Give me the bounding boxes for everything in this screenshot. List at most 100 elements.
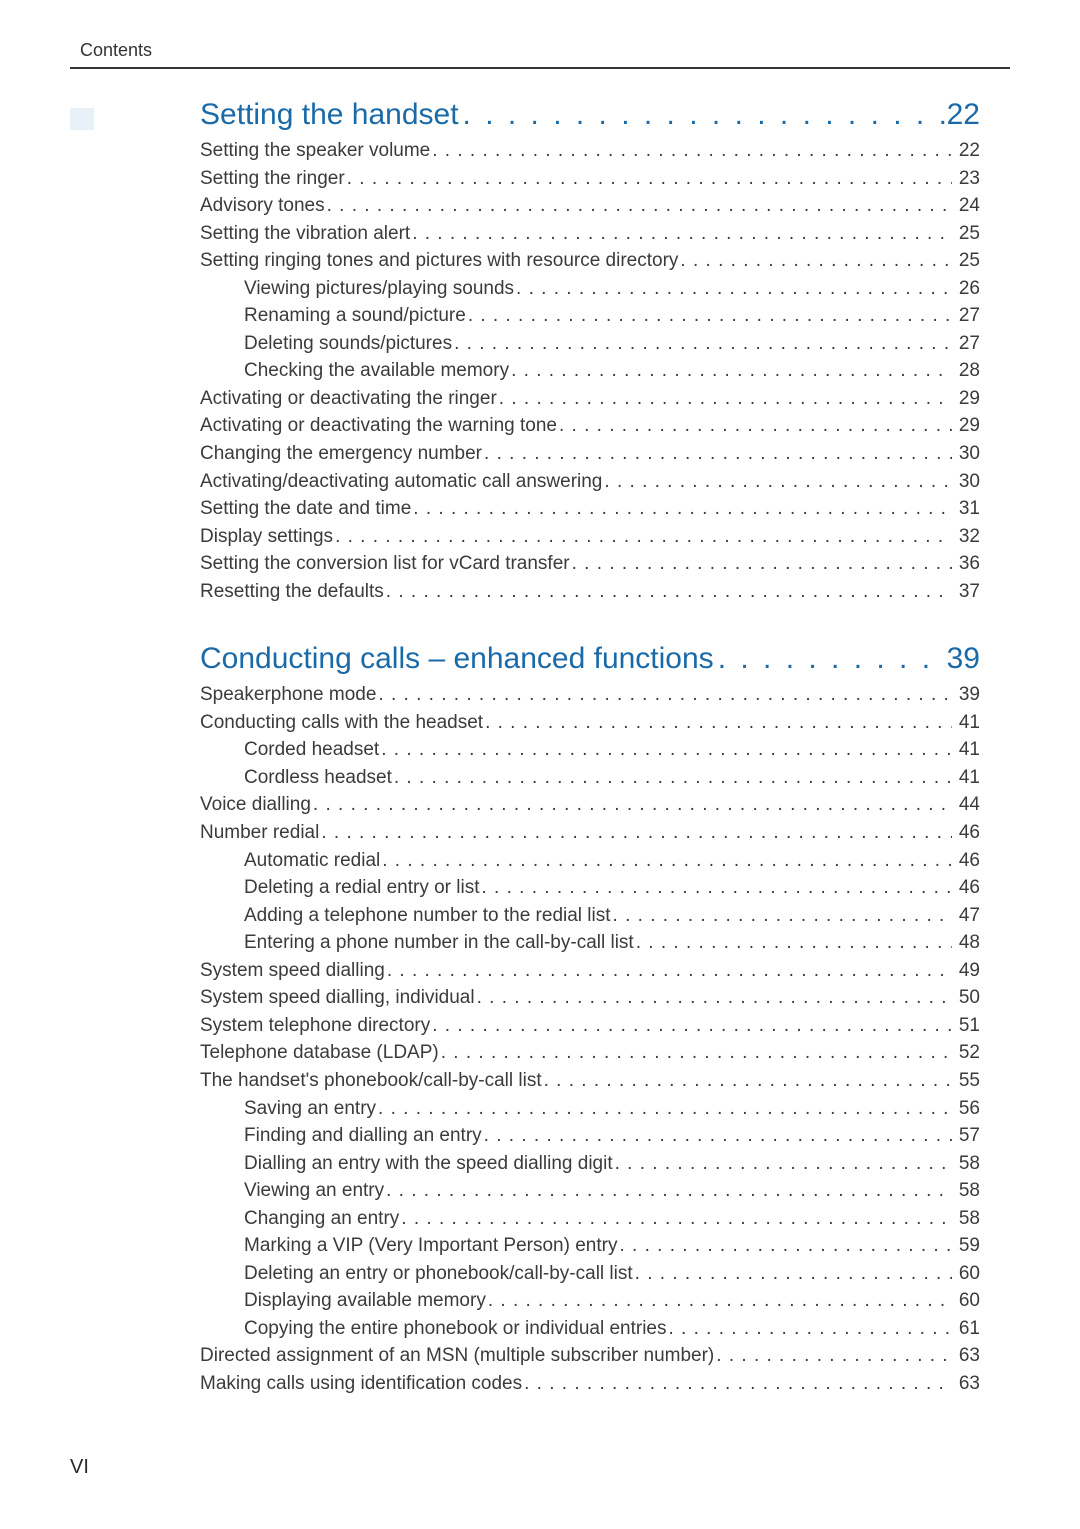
toc-line-page: 47	[952, 902, 980, 930]
toc-line-label: Activating or deactivating the ringer	[200, 385, 497, 413]
toc-line: Finding and dialling an entry . . . . . …	[200, 1122, 980, 1150]
toc-line-label: Marking a VIP (Very Important Person) en…	[244, 1232, 617, 1260]
toc-line-label: Telephone database (LDAP)	[200, 1039, 439, 1067]
toc-line: Adding a telephone number to the redial …	[200, 902, 980, 930]
toc-line-page: 41	[952, 736, 980, 764]
toc-line-label: Speakerphone mode	[200, 681, 376, 709]
toc-line: Cordless headset . . . . . . . . . . . .…	[200, 764, 980, 792]
toc-line-label: Directed assignment of an MSN (multiple …	[200, 1342, 714, 1370]
toc-line-page: 25	[952, 220, 980, 248]
toc-line-leader: . . . . . . . . . . . . . . . . . . . . …	[430, 1012, 952, 1040]
toc-line-leader: . . . . . . . . . . . . . . . . . . . . …	[514, 275, 952, 303]
toc-line-page: 39	[952, 681, 980, 709]
toc-block: Speakerphone mode . . . . . . . . . . . …	[200, 681, 980, 1397]
section-title-page: 22	[947, 97, 980, 133]
toc-line: Checking the available memory . . . . . …	[200, 357, 980, 385]
toc-line: Setting the vibration alert . . . . . . …	[200, 220, 980, 248]
toc-line-label: Changing an entry	[244, 1205, 399, 1233]
toc-line-label: Displaying available memory	[244, 1287, 486, 1315]
toc-line: Resetting the defaults . . . . . . . . .…	[200, 578, 980, 606]
toc-line-page: 32	[952, 523, 980, 551]
toc-line: The handset's phonebook/call-by-call lis…	[200, 1067, 980, 1095]
toc-line: Entering a phone number in the call-by-c…	[200, 929, 980, 957]
toc-line: Directed assignment of an MSN (multiple …	[200, 1342, 980, 1370]
toc-line: Activating or deactivating the ringer . …	[200, 385, 980, 413]
toc-line: Viewing pictures/playing sounds . . . . …	[200, 275, 980, 303]
toc-line-page: 58	[952, 1205, 980, 1233]
toc-line-page: 58	[952, 1177, 980, 1205]
toc-line-label: Cordless headset	[244, 764, 392, 792]
toc-line-label: Making calls using identification codes	[200, 1370, 522, 1398]
toc-line: Conducting calls with the headset . . . …	[200, 709, 980, 737]
toc-line: Deleting sounds/pictures . . . . . . . .…	[200, 330, 980, 358]
toc-line-leader: . . . . . . . . . . . . . . . . . . . . …	[509, 357, 952, 385]
toc-line-page: 25	[952, 247, 980, 275]
toc-line-label: Changing the emergency number	[200, 440, 482, 468]
toc-line-label: Entering a phone number in the call-by-c…	[244, 929, 634, 957]
toc-line-leader: . . . . . . . . . . . . . . . . . . . . …	[602, 468, 952, 496]
toc-line: Setting the date and time . . . . . . . …	[200, 495, 980, 523]
section-title-page: 39	[947, 641, 980, 677]
toc-line: Setting ringing tones and pictures with …	[200, 247, 980, 275]
toc-line-page: 60	[952, 1287, 980, 1315]
toc-line-label: Resetting the defaults	[200, 578, 384, 606]
toc-line-label: Activating or deactivating the warning t…	[200, 412, 557, 440]
toc-line-label: Voice dialling	[200, 791, 311, 819]
toc-line-leader: . . . . . . . . . . . . . . . . . . . . …	[376, 681, 952, 709]
toc-line-page: 22	[952, 137, 980, 165]
toc-line-leader: . . . . . . . . . . . . . . . . . . . . …	[411, 495, 952, 523]
sidebar-accent-block	[70, 108, 94, 130]
toc-line-page: 46	[952, 819, 980, 847]
toc-line-label: Deleting a redial entry or list	[244, 874, 480, 902]
toc-line: Deleting an entry or phonebook/call-by-c…	[200, 1260, 980, 1288]
toc-line-leader: . . . . . . . . . . . . . . . . . . . . …	[522, 1370, 952, 1398]
toc-line-leader: . . . . . . . . . . . . . . . . . . . . …	[333, 523, 952, 551]
toc-line-page: 24	[952, 192, 980, 220]
toc-line-label: System speed dialling, individual	[200, 984, 475, 1012]
toc-line: Marking a VIP (Very Important Person) en…	[200, 1232, 980, 1260]
toc-line-page: 51	[952, 1012, 980, 1040]
toc-line-page: 58	[952, 1150, 980, 1178]
section-title-leader: . . . . . . . . . . . . . . . . . . . . …	[459, 97, 947, 133]
toc-line-label: Deleting sounds/pictures	[244, 330, 452, 358]
toc-line-leader: . . . . . . . . . . . . . . . . . . . . …	[380, 847, 952, 875]
toc-line-leader: . . . . . . . . . . . . . . . . . . . . …	[557, 412, 952, 440]
toc-line-label: System speed dialling	[200, 957, 385, 985]
toc-line-label: Setting the speaker volume	[200, 137, 430, 165]
toc-line: Activating/deactivating automatic call a…	[200, 468, 980, 496]
toc-line-page: 30	[952, 440, 980, 468]
toc-line-label: Number redial	[200, 819, 319, 847]
toc-line-page: 52	[952, 1039, 980, 1067]
toc-line: System speed dialling, individual . . . …	[200, 984, 980, 1012]
toc-line-leader: . . . . . . . . . . . . . . . . . . . . …	[634, 929, 952, 957]
toc-line-label: Renaming a sound/picture	[244, 302, 466, 330]
toc-line-leader: . . . . . . . . . . . . . . . . . . . . …	[617, 1232, 952, 1260]
toc-line-page: 63	[952, 1370, 980, 1398]
toc-line-leader: . . . . . . . . . . . . . . . . . . . . …	[392, 764, 952, 792]
toc-line-leader: . . . . . . . . . . . . . . . . . . . . …	[410, 220, 952, 248]
toc-line-leader: . . . . . . . . . . . . . . . . . . . . …	[379, 736, 952, 764]
toc-line-label: Advisory tones	[200, 192, 325, 220]
toc-line-page: 60	[952, 1260, 980, 1288]
toc-line-page: 48	[952, 929, 980, 957]
toc-line-label: Finding and dialling an entry	[244, 1122, 482, 1150]
toc-line-leader: . . . . . . . . . . . . . . . . . . . . …	[482, 440, 952, 468]
toc-line-page: 46	[952, 847, 980, 875]
toc-line-leader: . . . . . . . . . . . . . . . . . . . . …	[452, 330, 952, 358]
toc-line: Renaming a sound/picture . . . . . . . .…	[200, 302, 980, 330]
toc-line: Voice dialling . . . . . . . . . . . . .…	[200, 791, 980, 819]
toc-line-page: 56	[952, 1095, 980, 1123]
toc-content: Setting the handset . . . . . . . . . . …	[200, 97, 980, 1398]
toc-line: Copying the entire phonebook or individu…	[200, 1315, 980, 1343]
toc-line-page: 61	[952, 1315, 980, 1343]
toc-line-page: 49	[952, 957, 980, 985]
toc-line-page: 55	[952, 1067, 980, 1095]
toc-line-label: Viewing an entry	[244, 1177, 384, 1205]
toc-line-page: 50	[952, 984, 980, 1012]
section-title-text: Conducting calls – enhanced functions	[200, 641, 714, 677]
toc-line-leader: . . . . . . . . . . . . . . . . . . . . …	[399, 1205, 952, 1233]
toc-line: System telephone directory . . . . . . .…	[200, 1012, 980, 1040]
toc-line-label: The handset's phonebook/call-by-call lis…	[200, 1067, 542, 1095]
toc-block: Setting the speaker volume . . . . . . .…	[200, 137, 980, 605]
toc-line: Deleting a redial entry or list . . . . …	[200, 874, 980, 902]
